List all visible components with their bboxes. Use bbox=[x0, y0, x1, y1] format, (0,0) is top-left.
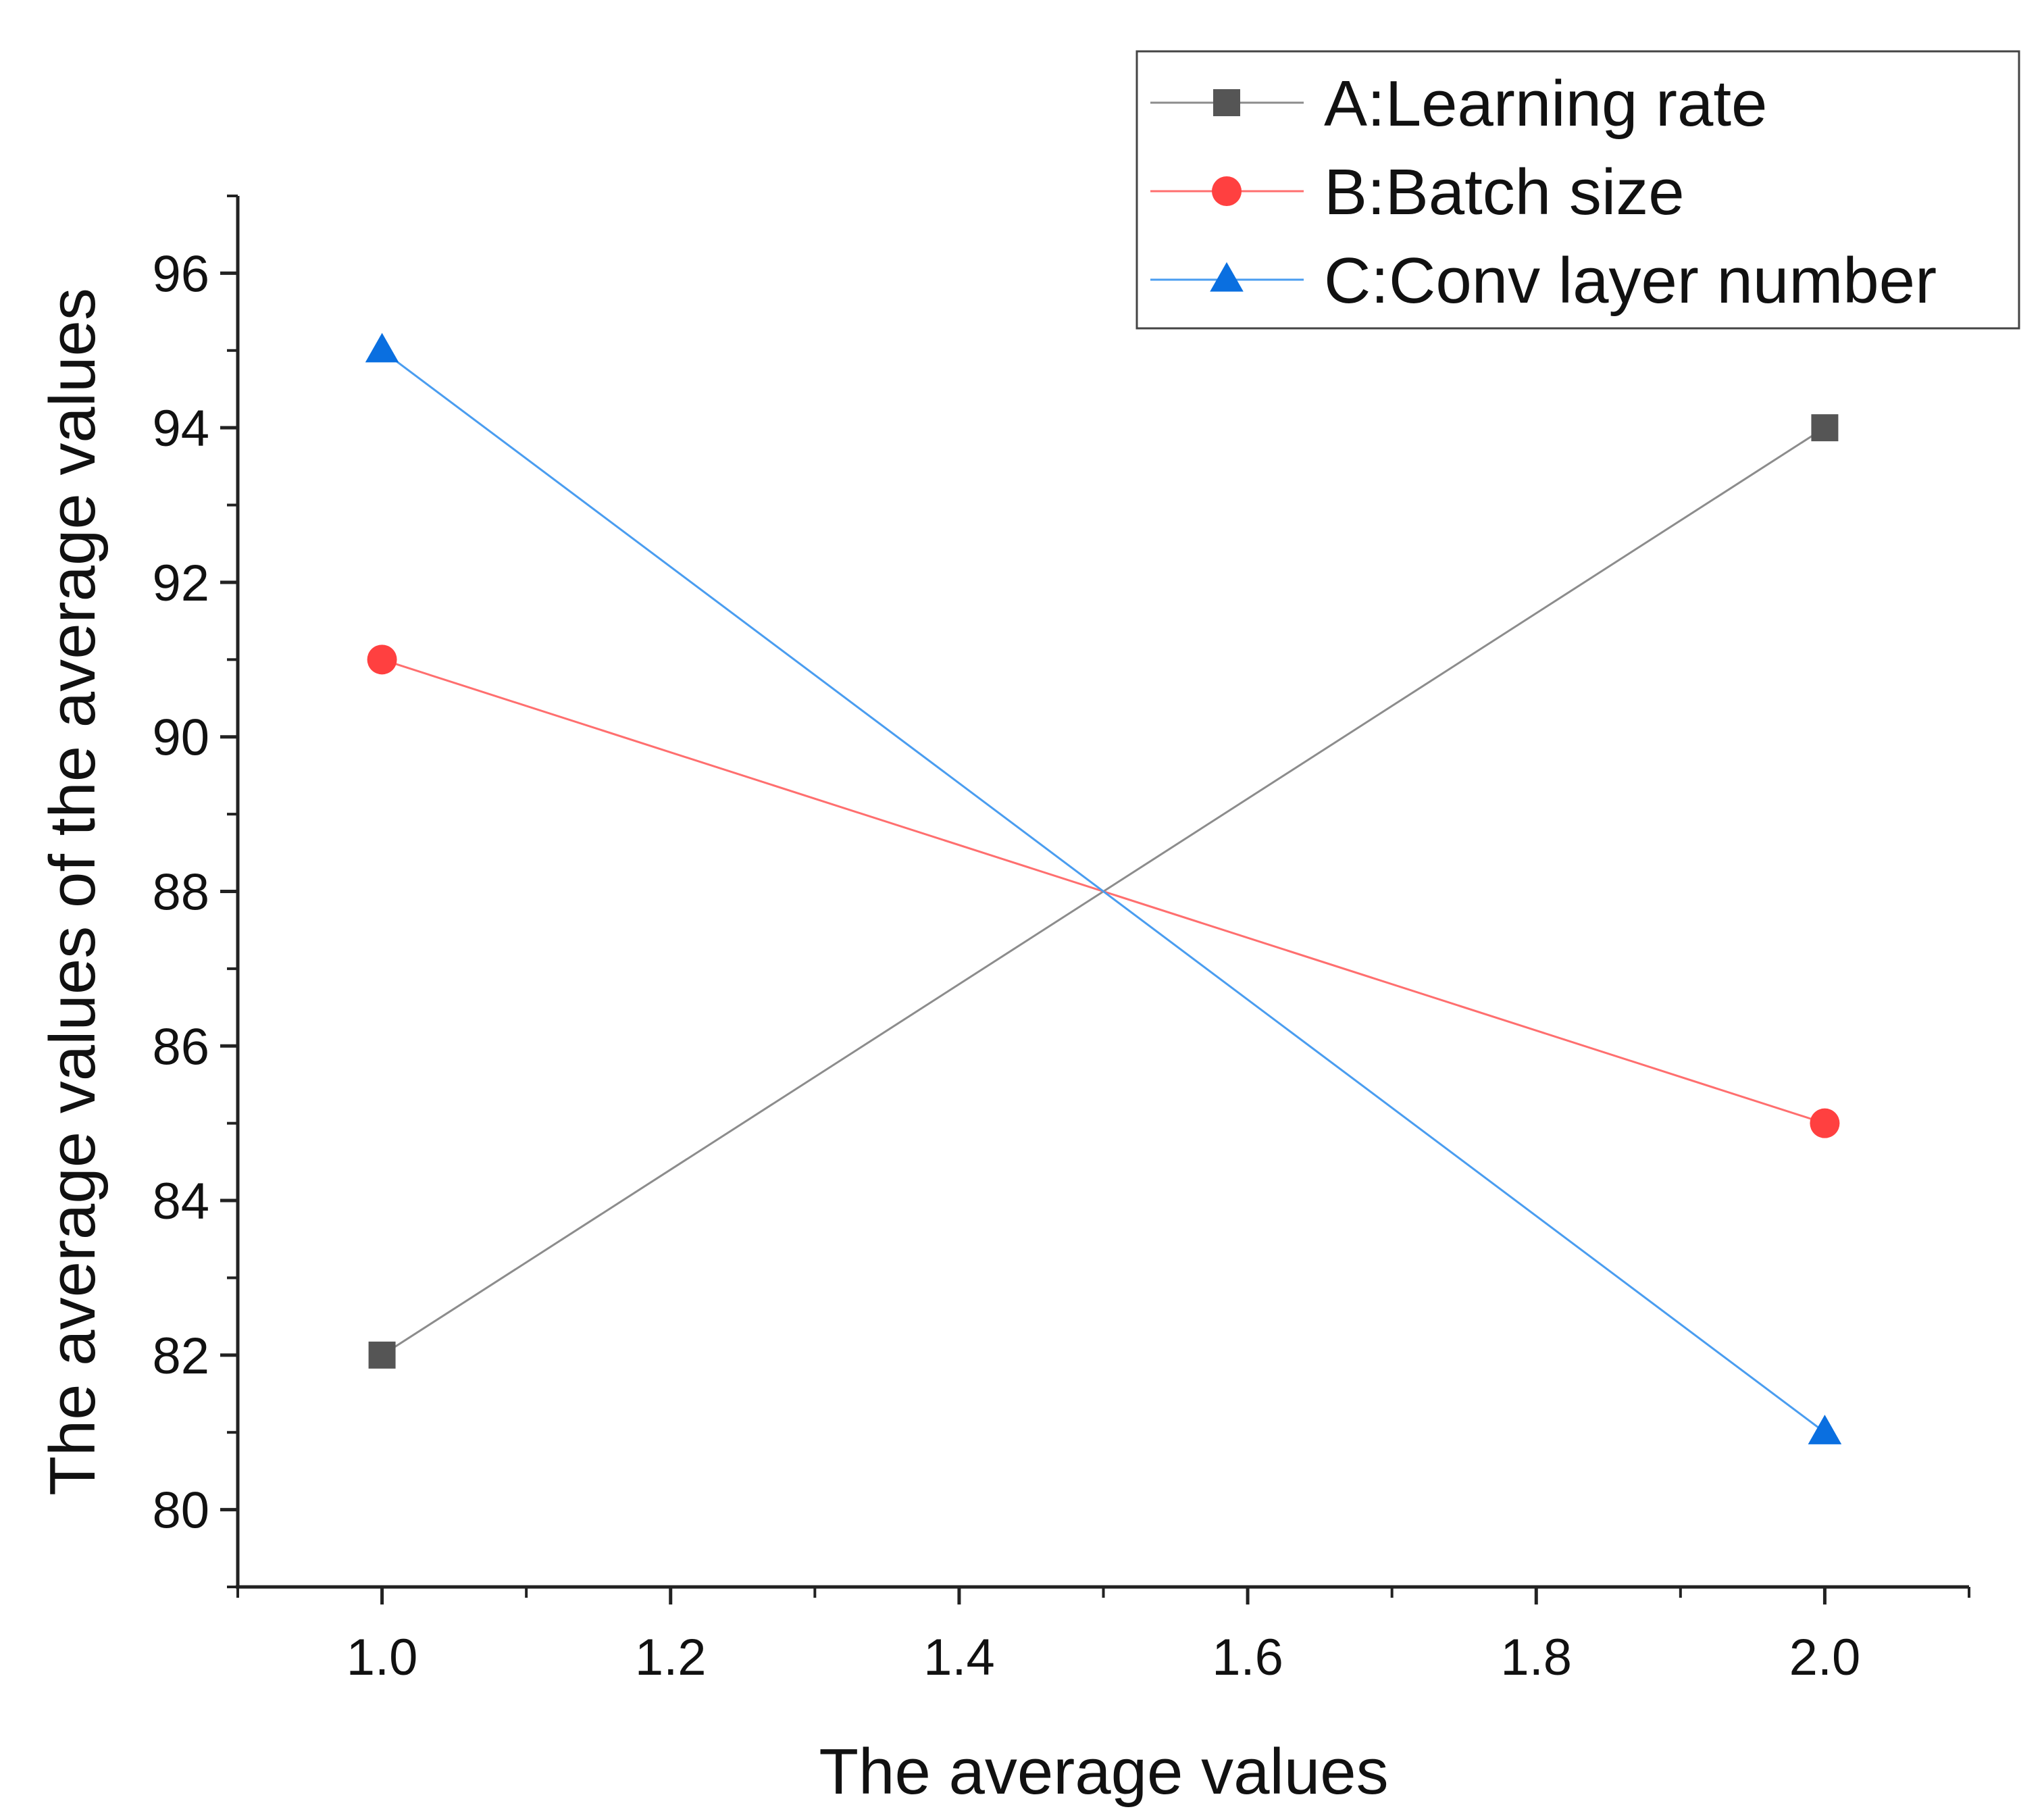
x-tick-label: 1.8 bbox=[1500, 1629, 1572, 1686]
x-tick-label: 1.4 bbox=[923, 1629, 995, 1686]
legend-label: B:Batch size bbox=[1324, 156, 1685, 228]
y-tick-label: 92 bbox=[152, 555, 209, 612]
legend-marker bbox=[1210, 261, 1244, 292]
x-tick-label: 2.0 bbox=[1789, 1629, 1861, 1686]
ticks: 1.0 1.2 1.4 1.6 1.8 2.0 80 82 84 86 88 90 92 94 96 bbox=[152, 195, 1970, 1686]
legend-marker bbox=[1213, 89, 1240, 116]
x-tick-label: 1.0 bbox=[347, 1629, 418, 1686]
legend-box bbox=[1135, 50, 2020, 330]
y-tick-label: 84 bbox=[152, 1173, 209, 1230]
data-point bbox=[367, 644, 397, 675]
y-tick-label: 82 bbox=[152, 1328, 209, 1385]
x-tick-label: 1.2 bbox=[635, 1629, 707, 1686]
data-point bbox=[365, 332, 399, 363]
series-C bbox=[365, 332, 1842, 1444]
x-tick-label: 1.6 bbox=[1212, 1629, 1283, 1686]
legend-marker bbox=[1212, 176, 1242, 206]
data-point bbox=[368, 1341, 396, 1369]
data-point bbox=[1810, 1108, 1840, 1138]
data-point bbox=[1808, 1415, 1842, 1444]
x-axis-title: The average values bbox=[819, 1736, 1388, 1808]
series bbox=[365, 332, 1842, 1444]
legend-label: C:Conv layer number bbox=[1324, 245, 1937, 317]
legend-label: A:Learning rate bbox=[1324, 68, 1767, 140]
y-tick-label: 94 bbox=[152, 400, 209, 457]
legend-entries: A:Learning rate B:Batch size C:Conv layer … bbox=[1150, 68, 1937, 317]
y-tick-label: 86 bbox=[152, 1018, 209, 1076]
data-point bbox=[1811, 414, 1839, 442]
y-tick-label: 88 bbox=[152, 864, 209, 921]
series-line bbox=[381, 349, 1826, 1434]
y-tick-label: 96 bbox=[152, 245, 209, 303]
y-tick-label: 80 bbox=[152, 1482, 209, 1540]
y-axis-title: The average values of the average values bbox=[36, 288, 109, 1496]
y-tick-label: 90 bbox=[152, 709, 209, 767]
legend: A:Learning rate B:Batch size C:Conv layer … bbox=[1135, 50, 2020, 330]
